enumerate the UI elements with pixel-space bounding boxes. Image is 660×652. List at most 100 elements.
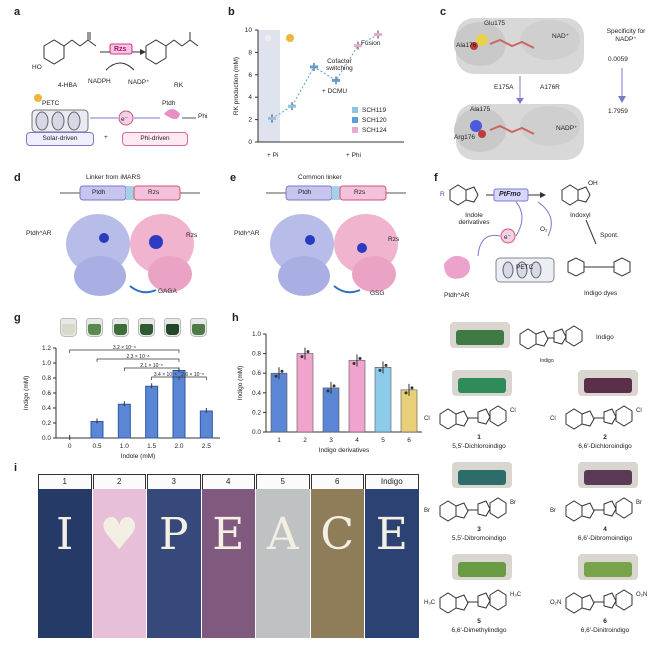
panel-letter-i: i (14, 462, 18, 474)
compound-number: 6 (603, 618, 607, 625)
compound-structure: Br Br (424, 497, 516, 522)
trend-line (271, 34, 379, 119)
ring (439, 408, 457, 430)
ring (455, 594, 469, 611)
banner-letter: E (212, 509, 245, 560)
compound-structure: H₃C H₃C (424, 589, 522, 614)
data-point (268, 116, 276, 120)
protein-structure-e (270, 214, 398, 296)
legend-label: SCH119 (362, 107, 386, 114)
indigo-jar (112, 318, 129, 337)
substituent-label: H₃C (510, 592, 522, 598)
banner-letter: E (375, 509, 408, 560)
data-point (374, 32, 382, 36)
banner-header: Indigo (365, 474, 419, 490)
panel-letter-e: e (230, 172, 237, 184)
y-tick-label: 0.6 (42, 390, 51, 397)
rk-production-chart: 0 2 4 6 8 10 RK production (mM) SCH119 SCH120 SCH… (233, 27, 404, 146)
banner-fabric: P (147, 489, 201, 638)
xgroup-phi: + Phi (346, 152, 361, 159)
linker-title-d: Linker from iMARS (86, 174, 141, 181)
significance-bracket (96, 358, 180, 362)
protein-surface-figure (454, 18, 584, 160)
annot-dcmu: + DCMU (322, 88, 348, 95)
replicate-dot (358, 356, 362, 360)
enzyme-rzs-label: Rzs (114, 46, 127, 53)
substituent-label: Cl (636, 408, 642, 414)
compound-structure: Cl Cl (550, 405, 642, 430)
ring (489, 589, 507, 611)
legend-swatch (352, 127, 358, 133)
compound-structure: Cl Cl (424, 405, 516, 430)
compound-photo (452, 462, 512, 488)
banner-letter: P (158, 509, 189, 560)
compound-number: 5 (477, 618, 481, 625)
linker-title-e: Common linker (298, 174, 342, 181)
compound-name: 6,6′-Dimethylindigo (451, 627, 507, 634)
ring (615, 497, 633, 519)
replicate-dot (352, 361, 356, 365)
banner-header: 4 (201, 474, 255, 490)
y-tick-label: 1.0 (42, 360, 51, 367)
p-value-label: 3.4 × 10⁻⁶ (154, 372, 177, 378)
compound-number: 4 (603, 526, 607, 533)
ring (439, 592, 457, 614)
substituent-label: Br (424, 508, 430, 514)
ring (477, 592, 491, 609)
replicate-dot (404, 391, 408, 395)
significance-bracket (178, 376, 207, 380)
banner-letter: I (56, 509, 74, 560)
ring (615, 405, 633, 427)
ring (455, 502, 469, 519)
ring (581, 410, 595, 427)
y-tick-label: 0.8 (252, 351, 261, 358)
y-tick-label: 0.2 (252, 409, 261, 416)
banner-fabric: C (310, 489, 364, 638)
petc-label: PETC (42, 100, 60, 107)
bar (145, 385, 159, 439)
y-tick-label: 4 (248, 94, 252, 101)
substrate-label: 4-HBA (58, 82, 78, 89)
compound-photo (452, 554, 512, 580)
banner-letter: ♥ (99, 509, 139, 560)
significance-bracket (69, 349, 180, 353)
substituent-label: Cl (550, 416, 556, 422)
ring (477, 500, 491, 517)
substituent-label: H₃C (424, 600, 436, 606)
ring (489, 405, 507, 427)
product-label: RK (174, 82, 184, 89)
ring (565, 500, 583, 522)
replicate-dot (326, 389, 330, 393)
p-value-label: 2.1 × 10⁻⁶ (140, 363, 163, 369)
panel-letter-b: b (228, 6, 235, 18)
indigo-title: Indigo (596, 334, 614, 341)
banner-fabric: A (256, 489, 310, 638)
compound-number: 2 (603, 434, 607, 441)
y-axis-label: Indigo (mM) (23, 376, 30, 411)
y-axis-label: RK production (mM) (233, 57, 240, 115)
ptfmo-label: PtFmo (499, 191, 521, 198)
x-axis-label: Indole (mM) (121, 453, 156, 460)
x-tick-label: 2.0 (174, 443, 183, 450)
compound-number: 1 (477, 434, 481, 441)
legend-swatch (352, 117, 358, 123)
ring (565, 408, 583, 430)
banner-fabric: ♥ (92, 489, 146, 638)
phi-driven-box: Phi-driven (122, 132, 188, 146)
ring (615, 589, 633, 611)
data-point (332, 78, 340, 82)
y-tick-label: 0.2 (42, 420, 51, 427)
compound-photo (578, 462, 638, 488)
sun-icon (286, 34, 294, 42)
y-tick-label: 0.0 (42, 435, 51, 442)
y-tick-label: 8 (248, 49, 252, 56)
replicate-dot (384, 363, 388, 367)
ring (455, 410, 469, 427)
ring (581, 594, 595, 611)
y-tick-label: 1.2 (42, 345, 51, 352)
indigo-jar (86, 318, 103, 337)
substituent-label: Cl (510, 408, 516, 414)
annot-cofactor-switching: Cofactor switching (326, 58, 353, 72)
